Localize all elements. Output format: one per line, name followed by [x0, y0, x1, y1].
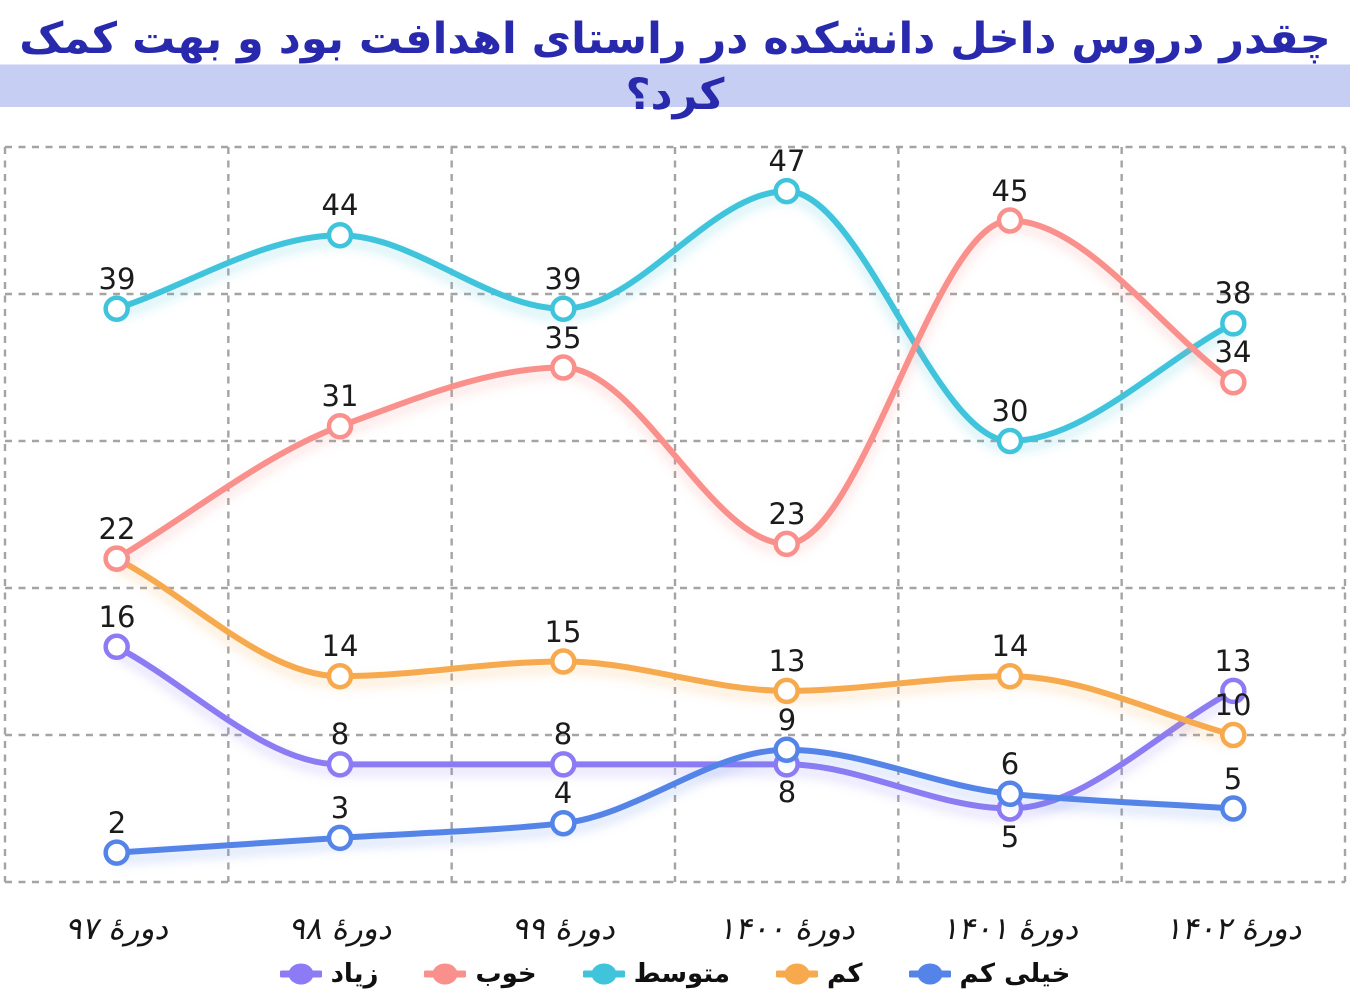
- chart-legend: زیاد خوب متوسط کم خیلی کم: [0, 959, 1350, 989]
- value-label: 38: [1215, 276, 1252, 310]
- grid: [3, 145, 1347, 883]
- series-medium: [103, 177, 1247, 455]
- data-point-very-low[interactable]: [996, 780, 1024, 807]
- data-point-good[interactable]: [996, 207, 1024, 234]
- data-point-high[interactable]: [1220, 677, 1247, 704]
- data-point-medium[interactable]: [773, 177, 800, 205]
- series-line-good: [113, 217, 1237, 562]
- chart-page: { "title": { "text": "چقدر دروس داخل دان…: [0, 12, 1350, 989]
- x-axis-label: دورهٔ ۹۷: [63, 911, 174, 947]
- data-point-low[interactable]: [326, 662, 354, 690]
- legend-marker-icon: [424, 963, 467, 985]
- series-good: [103, 207, 1247, 572]
- data-point-very-low[interactable]: [550, 809, 577, 837]
- legend-item-low[interactable]: کم: [776, 959, 863, 989]
- value-label: 44: [322, 188, 359, 222]
- legend-item-high[interactable]: زیاد: [279, 958, 379, 989]
- x-axis-label: دورهٔ ۹۹: [510, 911, 621, 947]
- legend-marker-icon: [582, 963, 625, 985]
- data-point-medium[interactable]: [550, 295, 577, 322]
- legend-item-good[interactable]: خوب: [424, 958, 537, 989]
- value-label: 13: [1215, 644, 1252, 678]
- chart-title-text: چقدر دروس داخل دانشکده در راستای اهدافت …: [0, 12, 1350, 124]
- data-point-medium[interactable]: [1220, 309, 1247, 337]
- value-label: 2: [108, 806, 126, 840]
- data-point-low[interactable]: [996, 662, 1024, 690]
- value-label: 5: [1224, 762, 1242, 796]
- data-point-medium[interactable]: [326, 221, 354, 249]
- data-point-low[interactable]: [773, 677, 800, 704]
- value-label: 39: [99, 262, 136, 296]
- value-label: 23: [769, 497, 806, 531]
- value-label: 6: [1001, 747, 1019, 781]
- legend-marker-icon: [908, 963, 951, 985]
- value-label: 9: [778, 703, 796, 737]
- data-point-medium[interactable]: [103, 295, 130, 322]
- x-axis-label: دورهٔ ۱۴۰۰: [717, 911, 861, 947]
- value-label: 13: [769, 644, 806, 678]
- value-label: 47: [769, 144, 806, 178]
- value-label: 39: [545, 262, 582, 296]
- data-point-low[interactable]: [550, 648, 577, 675]
- value-label: 30: [992, 394, 1029, 428]
- data-point-low[interactable]: [1220, 721, 1247, 749]
- value-label: 14: [992, 629, 1029, 663]
- data-point-medium[interactable]: [996, 427, 1024, 455]
- data-point-very-low[interactable]: [1220, 795, 1247, 822]
- data-point-very-low[interactable]: [103, 839, 130, 866]
- data-point-good[interactable]: [103, 545, 130, 572]
- chart-title: چقدر دروس داخل دانشکده در راستای اهدافت …: [0, 12, 1350, 124]
- value-label: 3: [331, 791, 349, 825]
- series-very-low: [103, 736, 1247, 866]
- value-label: 31: [322, 379, 359, 413]
- data-point-high[interactable]: [550, 750, 577, 778]
- value-label: 22: [99, 512, 136, 546]
- series-line-low: [113, 555, 1237, 738]
- legend-marker-icon: [279, 963, 322, 985]
- legend-item-label: خوب: [475, 958, 537, 989]
- data-point-good[interactable]: [550, 354, 577, 381]
- series-line-high: [113, 643, 1237, 812]
- legend-item-label: زیاد: [330, 958, 379, 989]
- series-line-very-low: [113, 746, 1237, 856]
- legend-item-label: کم: [827, 958, 863, 989]
- value-label: 14: [322, 629, 359, 663]
- value-label: 8: [331, 717, 349, 751]
- value-label: 8: [554, 717, 572, 751]
- data-point-good[interactable]: [1220, 368, 1247, 396]
- value-label: 5: [1001, 820, 1019, 854]
- data-point-very-low[interactable]: [326, 824, 354, 851]
- value-label: 8: [778, 775, 796, 809]
- value-label: 15: [545, 615, 582, 649]
- value-label: 4: [554, 776, 572, 810]
- data-point-high[interactable]: [326, 750, 354, 778]
- legend-item-label: متوسط: [633, 958, 731, 989]
- x-axis-label: دورهٔ ۱۴۰۱: [940, 911, 1084, 947]
- value-label: 16: [99, 600, 136, 634]
- value-label: 35: [545, 321, 582, 355]
- legend-item-very-low[interactable]: خیلی کم: [908, 958, 1071, 989]
- data-point-high[interactable]: [103, 633, 130, 660]
- value-label: 34: [1215, 335, 1252, 369]
- value-label: 45: [992, 174, 1029, 208]
- legend-item-medium[interactable]: متوسط: [582, 958, 731, 989]
- x-axis-label: دورهٔ ۱۴۰۲: [1163, 911, 1307, 947]
- value-label: 10: [1215, 688, 1252, 722]
- data-point-good[interactable]: [773, 530, 800, 557]
- data-point-good[interactable]: [326, 412, 354, 440]
- x-axis-label: دورهٔ ۹۸: [287, 911, 398, 947]
- legend-item-label: خیلی کم: [959, 958, 1071, 989]
- x-axis-labels: دورهٔ ۹۷ دورهٔ ۹۸ دورهٔ ۹۹ دورهٔ ۱۴۰۰ دورهٔ …: [63, 911, 1307, 947]
- data-point-very-low[interactable]: [773, 736, 800, 763]
- legend-marker-icon: [776, 963, 819, 985]
